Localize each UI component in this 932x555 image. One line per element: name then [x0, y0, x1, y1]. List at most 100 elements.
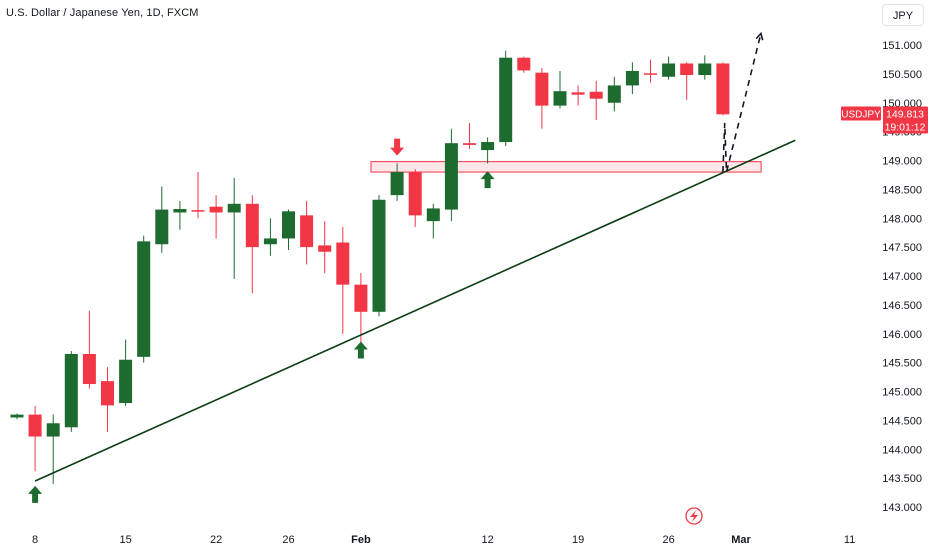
arrows-layer: [28, 138, 495, 503]
candle-30[interactable]: [553, 70, 567, 109]
candle-17[interactable]: [318, 221, 332, 274]
candle-18[interactable]: [336, 226, 350, 334]
candle-29[interactable]: [535, 68, 549, 129]
candle-body: [227, 203, 241, 213]
candle-body: [553, 91, 567, 106]
candle-11[interactable]: [209, 195, 223, 239]
candle-body: [625, 70, 639, 86]
candle-body: [698, 63, 712, 76]
candle-24[interactable]: [444, 128, 458, 222]
y-tick-label: 144.500: [882, 415, 922, 427]
last-price-label: 149.813: [886, 109, 924, 121]
candle-16[interactable]: [300, 200, 314, 265]
candle-20[interactable]: [372, 195, 386, 317]
candle-body: [390, 172, 404, 196]
x-tick-label: 11: [844, 534, 855, 546]
y-tick-label: 148.500: [882, 184, 922, 196]
lightning-icon[interactable]: [685, 507, 703, 525]
x-tick-label: 22: [210, 534, 222, 546]
candle-body: [499, 57, 513, 143]
symbol-tag-label: USDJPY: [841, 110, 881, 121]
candle-body: [607, 85, 621, 103]
candle-8[interactable]: [155, 186, 169, 253]
candle-36[interactable]: [662, 56, 676, 80]
candle-1[interactable]: [28, 405, 42, 472]
support-trendline[interactable]: [34, 139, 796, 482]
x-tick-label: Feb: [351, 534, 371, 546]
candle-28[interactable]: [517, 56, 531, 73]
candle-25[interactable]: [463, 122, 476, 149]
candle-15[interactable]: [282, 209, 295, 251]
currency-button[interactable]: JPY: [882, 4, 924, 26]
candle-27[interactable]: [499, 50, 513, 147]
candle-body: [662, 63, 676, 77]
candle-body: [463, 143, 476, 145]
candle-23[interactable]: [426, 203, 440, 239]
symbol-tag: [841, 106, 881, 121]
candle-body: [263, 238, 277, 245]
candle-33[interactable]: [607, 76, 621, 112]
y-tick-label: 145.000: [882, 387, 922, 399]
candle-34[interactable]: [625, 62, 639, 95]
projection-arrowhead-icon: [755, 31, 764, 41]
candle-6[interactable]: [119, 339, 133, 406]
projection-path[interactable]: [722, 33, 762, 173]
candle-body: [173, 209, 187, 213]
x-tick-label: 15: [119, 534, 131, 546]
candle-0[interactable]: [10, 413, 24, 420]
time-axis: 8 15 22 26 Feb 12 19 26 Mar 11: [32, 534, 855, 546]
candle-19[interactable]: [354, 273, 368, 343]
candle-body: [137, 241, 151, 357]
candle-7[interactable]: [137, 235, 151, 363]
resistance-zone[interactable]: [370, 161, 762, 173]
candle-14[interactable]: [263, 218, 277, 256]
candle-body: [716, 63, 730, 115]
candle-body: [408, 172, 422, 216]
up-arrow-icon[interactable]: [353, 341, 368, 359]
candle-37[interactable]: [680, 62, 694, 100]
candle-12[interactable]: [227, 177, 241, 279]
candle-5[interactable]: [101, 367, 114, 432]
x-tick-label: 26: [282, 534, 294, 546]
y-tick-label: 143.000: [882, 502, 922, 514]
candles-layer: [10, 50, 730, 484]
candle-26[interactable]: [481, 137, 495, 164]
candle-body: [82, 353, 96, 384]
candle-body: [318, 245, 332, 252]
candle-31[interactable]: [571, 85, 585, 106]
up-arrow-icon[interactable]: [28, 485, 43, 503]
candle-body: [354, 284, 368, 312]
candle-13[interactable]: [245, 195, 259, 294]
up-arrow-icon[interactable]: [480, 171, 495, 189]
x-tick-label: 26: [662, 534, 674, 546]
down-arrow-icon[interactable]: [390, 138, 405, 156]
last-price-tag: [883, 106, 928, 134]
candle-4[interactable]: [82, 310, 96, 389]
candle-body: [535, 72, 549, 106]
countdown-label: 19:01:12: [885, 122, 926, 134]
resistance-zone-layer: [370, 161, 762, 173]
candle-21[interactable]: [390, 163, 404, 201]
candle-9[interactable]: [173, 200, 187, 230]
tv-logo-layer: [685, 507, 703, 525]
candle-32[interactable]: [589, 80, 603, 121]
annotation-lines-layer: [34, 31, 796, 482]
candle-10[interactable]: [191, 172, 205, 219]
candle-body: [155, 209, 169, 245]
candle-22[interactable]: [408, 169, 422, 227]
y-tick-label: 146.500: [882, 300, 922, 312]
candle-38[interactable]: [698, 55, 712, 80]
y-tick-label: 147.500: [882, 242, 922, 254]
candle-body: [101, 381, 114, 406]
candle-3[interactable]: [64, 351, 78, 432]
candle-body: [119, 359, 133, 404]
x-tick-label: Mar: [731, 534, 751, 546]
candle-body: [336, 242, 350, 285]
x-tick-label: 19: [572, 534, 584, 546]
candle-body: [481, 142, 495, 151]
candle-35[interactable]: [644, 59, 657, 83]
candle-body: [64, 353, 78, 428]
candle-39[interactable]: [716, 62, 730, 116]
